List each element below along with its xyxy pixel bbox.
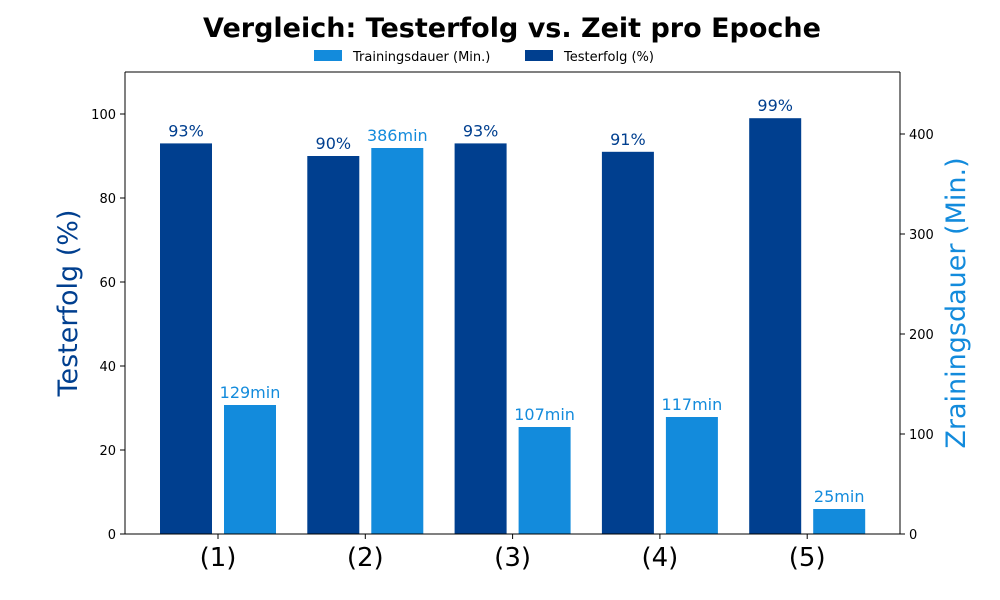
bar-trainingsdauer-4 bbox=[665, 417, 718, 534]
data-label-testerfolg-3: 93% bbox=[463, 121, 499, 140]
data-label-testerfolg-4: 91% bbox=[610, 130, 646, 149]
bar-trainingsdauer-1 bbox=[224, 405, 276, 534]
x-tick-label: (2) bbox=[347, 543, 384, 573]
x-tick-label: (1) bbox=[200, 543, 237, 573]
y-tick-left-label: 100 bbox=[91, 108, 116, 123]
legend-label: Testerfolg (%) bbox=[563, 50, 654, 65]
data-label-trainingsdauer-3: 107min bbox=[514, 405, 575, 424]
y-tick-left-label: 40 bbox=[99, 360, 116, 375]
y-tick-right-label: 200 bbox=[909, 328, 934, 343]
bars bbox=[160, 118, 866, 535]
y-axis-label-left: Testerfolg (%) bbox=[53, 210, 84, 398]
legend-swatch bbox=[525, 50, 553, 61]
bar-trainingsdauer-5 bbox=[813, 509, 866, 534]
y-tick-left-label: 0 bbox=[108, 528, 116, 543]
bar-testerfolg-4 bbox=[601, 151, 654, 535]
y-tick-right-label: 0 bbox=[909, 528, 917, 543]
bar-testerfolg-1 bbox=[160, 143, 212, 534]
x-tick-label: (5) bbox=[789, 543, 826, 573]
bar-trainingsdauer-2 bbox=[371, 148, 424, 534]
data-label-trainingsdauer-2: 386min bbox=[367, 126, 428, 145]
y-axis-label-right: Zrainingsdauer (Min.) bbox=[941, 157, 972, 448]
legend-label: Trainingsdauer (Min.) bbox=[352, 50, 490, 65]
bar-trainingsdauer-3 bbox=[518, 427, 571, 534]
data-label-testerfolg-5: 99% bbox=[757, 96, 793, 115]
data-label-testerfolg-2: 90% bbox=[316, 134, 352, 153]
data-labels: 93% 90% 93% 91% 99% 129min 386min 107min 117min 2… bbox=[168, 96, 864, 506]
data-label-trainingsdauer-4: 117min bbox=[662, 395, 723, 414]
bar-testerfolg-2 bbox=[307, 156, 360, 534]
legend-swatch bbox=[314, 50, 342, 61]
y-tick-right-label: 100 bbox=[909, 428, 934, 443]
y-tick-right-label: 400 bbox=[909, 128, 934, 143]
data-label-testerfolg-1: 93% bbox=[168, 121, 204, 140]
y-tick-left-label: 20 bbox=[99, 444, 116, 459]
data-label-trainingsdauer-5: 25min bbox=[814, 487, 865, 506]
chart-title: Vergleich: Testerfolg vs. Zeit pro Epoch… bbox=[203, 13, 821, 44]
y-tick-right-label: 300 bbox=[909, 228, 934, 243]
bar-testerfolg-5 bbox=[749, 118, 802, 534]
x-tick-label: (3) bbox=[494, 543, 531, 573]
axes: 0 20 40 60 80 100 0 100 200 300 400 (1) (2) (3) (4) (5) bbox=[91, 71, 934, 573]
x-tick-label: (4) bbox=[641, 543, 678, 573]
bar-testerfolg-3 bbox=[454, 143, 507, 534]
legend: Trainingsdauer (Min.) Testerfolg (%) bbox=[314, 50, 654, 65]
y-tick-left-label: 60 bbox=[99, 276, 116, 291]
y-tick-left-label: 80 bbox=[99, 192, 116, 207]
data-label-trainingsdauer-1: 129min bbox=[220, 383, 281, 402]
